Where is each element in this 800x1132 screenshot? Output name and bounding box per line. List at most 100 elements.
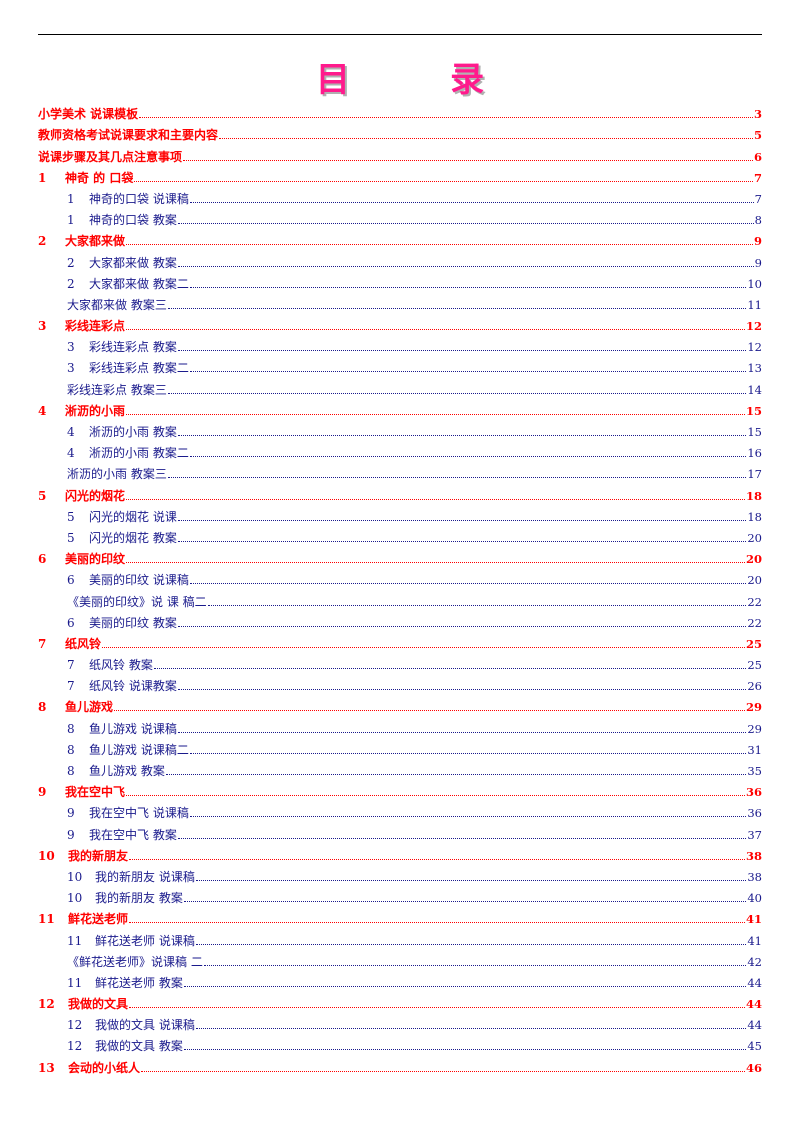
toc-entry-page-number: 20 <box>745 552 762 567</box>
toc-entry-title: 彩线连彩点 <box>65 319 126 334</box>
toc-entry[interactable]: 教师资格考试说课要求和主要内容 5 <box>38 121 762 142</box>
toc-entry-title: 大家都来做 教案 <box>89 255 177 270</box>
toc-entry-number: 7 <box>67 679 75 694</box>
toc-entry[interactable]: 4 淅沥的小雨 教案 15 <box>38 418 762 439</box>
toc-entry[interactable]: 12 我做的文具 44 <box>38 990 762 1011</box>
toc-entry[interactable]: 8 鱼儿游戏 说课稿 29 <box>38 714 762 736</box>
toc-entry-page-number: 15 <box>745 403 762 418</box>
toc-entry[interactable]: 7 纸风铃 说课教案 26 <box>38 672 762 693</box>
toc-entry[interactable]: 4 淅沥的小雨 15 <box>38 397 762 418</box>
toc-entry[interactable]: 5 闪光的烟花 教案 20 <box>38 524 762 545</box>
toc-entry-page-number: 44 <box>747 1018 762 1033</box>
toc-entry-label: 6 美丽的印纹 教案 <box>67 616 177 630</box>
toc-entry[interactable]: 3 彩线连彩点 教案 12 <box>38 333 762 354</box>
toc-entry[interactable]: 彩线连彩点 教案三 14 <box>38 375 762 397</box>
toc-entry[interactable]: 7 纸风铃 25 <box>38 630 762 651</box>
toc-entry-label: 说课步骤及其几点注意事项 <box>38 150 182 164</box>
toc-entry-number: 9 <box>67 806 75 821</box>
toc-entry-title: 鲜花送老师 教案 <box>95 975 183 990</box>
dot-leader <box>189 456 747 458</box>
toc-entry-label: 12 我做的文具 <box>38 997 128 1011</box>
toc-entry[interactable]: 《美丽的印纹》说 课 稿二 22 <box>38 587 762 609</box>
toc-entry[interactable]: 8 鱼儿游戏 29 <box>38 693 762 714</box>
toc-entry[interactable]: 1 神奇 的 口袋 7 <box>38 164 762 185</box>
toc-entry-number: 6 <box>38 552 47 567</box>
toc-entry-title: 彩线连彩点 教案 <box>89 340 177 355</box>
toc-entry-number: 2 <box>38 234 47 249</box>
dot-leader <box>195 943 747 945</box>
toc-entry[interactable]: 8 鱼儿游戏 说课稿二 31 <box>38 736 762 757</box>
toc-entry-page-number: 9 <box>754 255 762 270</box>
toc-entry-title: 会动的小纸人 <box>68 1060 141 1075</box>
dot-leader <box>177 731 747 733</box>
toc-entry-number: 11 <box>67 933 83 948</box>
dot-leader <box>177 540 747 542</box>
toc-entry[interactable]: 7 纸风铃 教案 25 <box>38 651 762 672</box>
dot-leader <box>167 477 747 479</box>
toc-entry-title: 美丽的印纹 说课稿 <box>89 573 189 588</box>
toc-entry[interactable]: 1 神奇的口袋 教案 8 <box>38 206 762 227</box>
toc-entry[interactable]: 10 我的新朋友 说课稿 38 <box>38 863 762 884</box>
toc-entry[interactable]: 2 大家都来做 教案 9 <box>38 248 762 270</box>
toc-entry-title: 鱼儿游戏 说课稿二 <box>89 742 189 757</box>
toc-entry[interactable]: 淅沥的小雨 教案三 17 <box>38 460 762 481</box>
toc-entry[interactable]: 1 神奇的口袋 说课稿 7 <box>38 185 762 206</box>
toc-entry[interactable]: 3 彩线连彩点 12 <box>38 312 762 333</box>
page-title: 目 录 <box>315 60 529 100</box>
toc-entry-number: 2 <box>67 255 75 270</box>
toc-entry[interactable]: 6 美丽的印纹 教案 22 <box>38 609 762 630</box>
toc-entry-page-number: 7 <box>754 191 762 206</box>
dot-leader <box>177 837 747 839</box>
dot-leader <box>134 180 753 182</box>
toc-entry[interactable]: 3 彩线连彩点 教案二 13 <box>38 354 762 375</box>
toc-entry-page-number: 3 <box>753 107 762 122</box>
toc-entry[interactable]: 4 淅沥的小雨 教案二 16 <box>38 439 762 460</box>
toc-entry-number: 10 <box>38 848 55 863</box>
toc-entry[interactable]: 8 鱼儿游戏 教案 35 <box>38 757 762 778</box>
toc-entry[interactable]: 9 我在空中飞 36 <box>38 778 762 799</box>
toc-entry-title: 美丽的印纹 <box>65 552 126 567</box>
toc-entry-label: 9 我在空中飞 说课稿 <box>67 806 189 820</box>
dot-leader <box>126 329 745 331</box>
toc-entry-title: 我做的文具 说课稿 <box>95 1018 195 1033</box>
toc-entry[interactable]: 6 美丽的印纹 20 <box>38 545 762 566</box>
toc-entry[interactable]: 10 我的新朋友 38 <box>38 842 762 863</box>
toc-entry[interactable]: 2 大家都来做 教案二 10 <box>38 270 762 291</box>
toc-entry-page-number: 31 <box>747 742 762 757</box>
toc-entry[interactable]: 11 鲜花送老师 说课稿 41 <box>38 926 762 948</box>
toc-entry[interactable]: 《鲜花送老师》说课稿 二 42 <box>38 948 762 969</box>
toc-entry[interactable]: 12 我做的文具 说课稿 44 <box>38 1011 762 1032</box>
toc-entry[interactable]: 10 我的新朋友 教案 40 <box>38 884 762 905</box>
toc-entry-page-number: 12 <box>745 319 762 334</box>
toc-entry[interactable]: 11 鲜花送老师 41 <box>38 905 762 926</box>
toc-entry-label: 5 闪光的烟花 教案 <box>67 531 177 545</box>
toc-entry-page-number: 22 <box>747 594 762 609</box>
toc-entry[interactable]: 9 我在空中飞 教案 37 <box>38 820 762 842</box>
toc-entry[interactable]: 5 闪光的烟花 18 <box>38 481 762 503</box>
dot-leader <box>207 604 747 606</box>
toc-entry[interactable]: 13 会动的小纸人 46 <box>38 1053 762 1075</box>
toc-entry[interactable]: 说课步骤及其几点注意事项 6 <box>38 142 762 164</box>
toc-entry-label: 6 美丽的印纹 说课稿 <box>67 573 189 587</box>
toc-entry[interactable]: 大家都来做 教案三 11 <box>38 291 762 312</box>
toc-entry[interactable]: 5 闪光的烟花 说课 18 <box>38 503 762 524</box>
toc-entry-title: 小学美术 说课模板 <box>38 107 139 122</box>
toc-entry-label: 3 彩线连彩点 <box>38 319 125 333</box>
toc-entry-page-number: 41 <box>745 912 762 927</box>
toc-entry-label: 5 闪光的烟花 <box>38 489 125 503</box>
toc-entry-page-number: 44 <box>747 975 762 990</box>
toc-entry-label: 大家都来做 教案三 <box>67 298 167 312</box>
toc-entry[interactable]: 9 我在空中飞 说课稿 36 <box>38 799 762 820</box>
toc-entry-title: 我的新朋友 <box>68 848 129 863</box>
toc-entry-title: 闪光的烟花 教案 <box>89 530 177 545</box>
toc-entry-label: 12 我做的文具 教案 <box>67 1039 183 1053</box>
toc-entry[interactable]: 6 美丽的印纹 说课稿 20 <box>38 566 762 587</box>
toc-entry-title: 淅沥的小雨 教案 <box>89 425 177 439</box>
toc-entry[interactable]: 11 鲜花送老师 教案 44 <box>38 969 762 990</box>
toc-entry[interactable]: 12 我做的文具 教案 45 <box>38 1032 762 1053</box>
toc-entry[interactable]: 小学美术 说课模板 3 <box>38 100 762 121</box>
header-rule <box>38 34 762 35</box>
toc-entry-title: 我在空中飞 教案 <box>89 827 177 842</box>
toc-entry[interactable]: 2 大家都来做 9 <box>38 227 762 248</box>
toc-entry-page-number: 26 <box>747 679 762 694</box>
